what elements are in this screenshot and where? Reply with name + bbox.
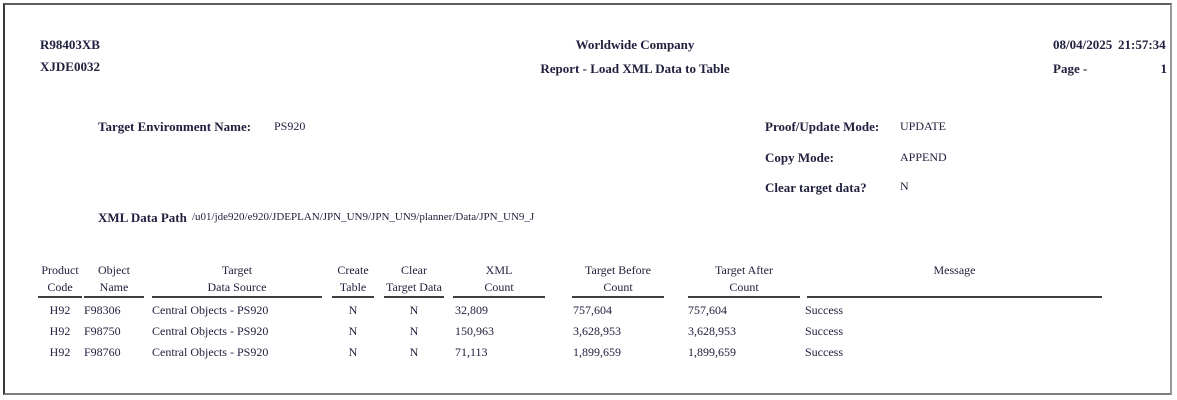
- column-header-line1: Target Before: [585, 263, 651, 277]
- cell-create-table: N: [348, 345, 358, 359]
- column-header-xml-count: XML Count: [453, 262, 545, 298]
- report-date: 08/04/2025: [1053, 37, 1113, 52]
- proof-update-label: Proof/Update Mode:: [765, 119, 880, 134]
- column-header-line1: Target After: [715, 263, 773, 277]
- report-time: 21:57:34: [1118, 37, 1166, 52]
- column-header-line2: Table: [339, 280, 367, 294]
- cell-xml-count: 32,809: [455, 303, 488, 317]
- column-header-line1: Product: [41, 263, 79, 277]
- cell-product-code: H92: [49, 324, 71, 338]
- table-row: H92 F98760 Central Objects - PS920 N N 7…: [0, 345, 1177, 365]
- column-header-line2: Code: [47, 280, 73, 294]
- cell-xml-count: 71,113: [455, 345, 488, 359]
- clear-target-label: Clear target data?: [765, 180, 867, 195]
- copy-mode-value: APPEND: [900, 150, 947, 164]
- column-header-line2: Count: [729, 280, 759, 294]
- company-name: Worldwide Company: [575, 37, 695, 52]
- column-header-line1: Target: [221, 263, 253, 277]
- column-header-line2: Count: [603, 280, 633, 294]
- clear-target-value: N: [900, 179, 909, 193]
- column-header-line1: Object: [98, 263, 130, 277]
- proof-update-value: UPDATE: [900, 119, 947, 133]
- column-header-object-name: Object Name: [84, 262, 144, 298]
- cell-data-source: Central Objects - PS920: [152, 303, 269, 317]
- cell-clear-target: N: [409, 303, 419, 317]
- table-row: H92 F98750 Central Objects - PS920 N N 1…: [0, 324, 1177, 344]
- table-row: H92 F98306 Central Objects - PS920 N N 3…: [0, 303, 1177, 323]
- column-header-target-before-count: Target Before Count: [572, 262, 664, 298]
- target-env-label: Target Environment Name:: [98, 119, 252, 134]
- column-header-message: Message: [807, 262, 1102, 298]
- column-header-line1: Clear: [401, 263, 427, 277]
- cell-object-name: F98750: [84, 324, 121, 338]
- cell-message: Success: [805, 324, 843, 338]
- cell-before-count: 757,604: [573, 303, 612, 317]
- cell-create-table: N: [348, 303, 358, 317]
- cell-clear-target: N: [409, 324, 419, 338]
- cell-message: Success: [805, 345, 843, 359]
- cell-before-count: 1,899,659: [573, 345, 621, 359]
- cell-product-code: H92: [49, 345, 71, 359]
- copy-mode-label: Copy Mode:: [765, 150, 834, 165]
- cell-after-count: 3,628,953: [688, 324, 736, 338]
- target-env-value: PS920: [274, 119, 306, 133]
- report-id: R98403XB: [40, 37, 100, 52]
- column-header-target-after-count: Target After Count: [688, 262, 800, 298]
- column-header-create-table: Create Table: [332, 262, 374, 298]
- cell-product-code: H92: [49, 303, 71, 317]
- cell-data-source: Central Objects - PS920: [152, 324, 269, 338]
- cell-after-count: 757,604: [688, 303, 727, 317]
- column-header-line1: Message: [933, 263, 976, 277]
- column-header-product-code: Product Code: [38, 262, 82, 298]
- cell-object-name: F98306: [84, 303, 121, 317]
- cell-object-name: F98760: [84, 345, 121, 359]
- cell-before-count: 3,628,953: [573, 324, 621, 338]
- report-title: Report - Load XML Data to Table: [540, 61, 730, 76]
- page-number: 1: [1160, 61, 1168, 76]
- column-header-line2: Name: [99, 280, 129, 294]
- column-header-line2: Target Data: [386, 280, 442, 294]
- column-header-target-data-source: Target Data Source: [152, 262, 322, 298]
- cell-data-source: Central Objects - PS920: [152, 345, 269, 359]
- column-header-line2: Data Source: [207, 280, 267, 294]
- cell-create-table: N: [348, 324, 358, 338]
- column-header-line1: Create: [337, 263, 369, 277]
- xml-path-label: XML Data Path: [98, 210, 187, 225]
- column-header-line2: Count: [484, 280, 514, 294]
- column-header-line1: XML: [485, 263, 513, 277]
- cell-xml-count: 150,963: [455, 324, 494, 338]
- column-header-clear-target-data: Clear Target Data: [384, 262, 444, 298]
- report-version: XJDE0032: [40, 59, 100, 74]
- column-header-line2: [807, 279, 1102, 296]
- cell-clear-target: N: [409, 345, 419, 359]
- page-label: Page -: [1053, 61, 1088, 76]
- cell-after-count: 1,899,659: [688, 345, 736, 359]
- cell-message: Success: [805, 303, 843, 317]
- xml-path-value: /u01/jde920/e920/JDEPLAN/JPN_UN9/JPN_UN9…: [192, 211, 535, 223]
